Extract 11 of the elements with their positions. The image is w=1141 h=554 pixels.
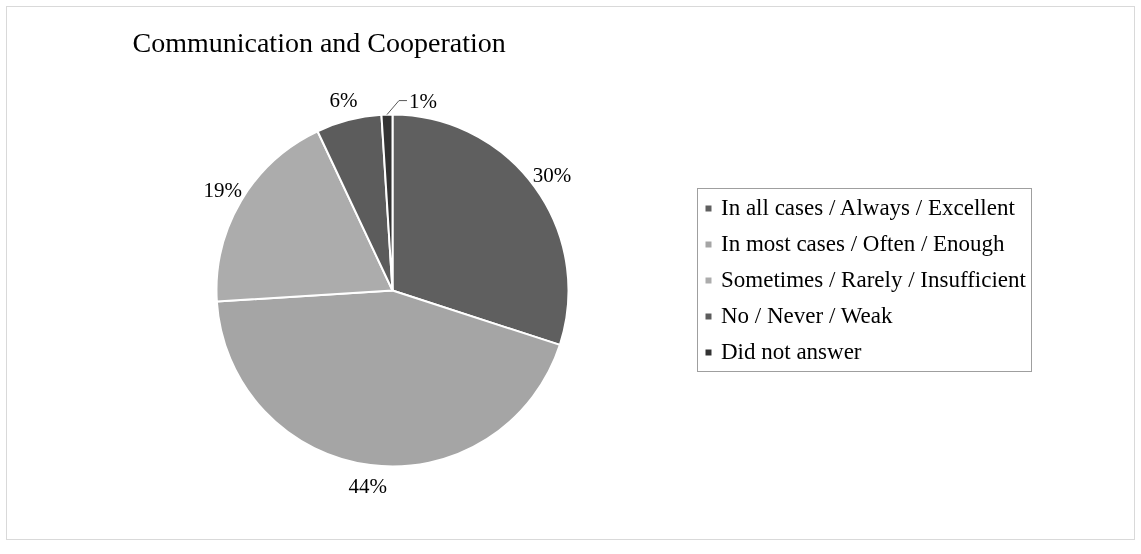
legend-label: In all cases / Always / Excellent <box>721 194 1015 222</box>
legend-label: Did not answer <box>721 338 862 366</box>
chart-title: Communication and Cooperation <box>132 26 506 58</box>
legend-label: In most cases / Often / Enough <box>721 230 1005 258</box>
data-label: 1% <box>408 88 437 113</box>
data-label: 44% <box>348 474 388 499</box>
legend-label: No / Never / Weak <box>721 302 893 330</box>
data-label: 19% <box>203 178 243 203</box>
legend-label: Sometimes / Rarely / Insufficient <box>721 266 1026 294</box>
data-label: 6% <box>329 87 358 112</box>
data-label: 30% <box>532 162 572 187</box>
